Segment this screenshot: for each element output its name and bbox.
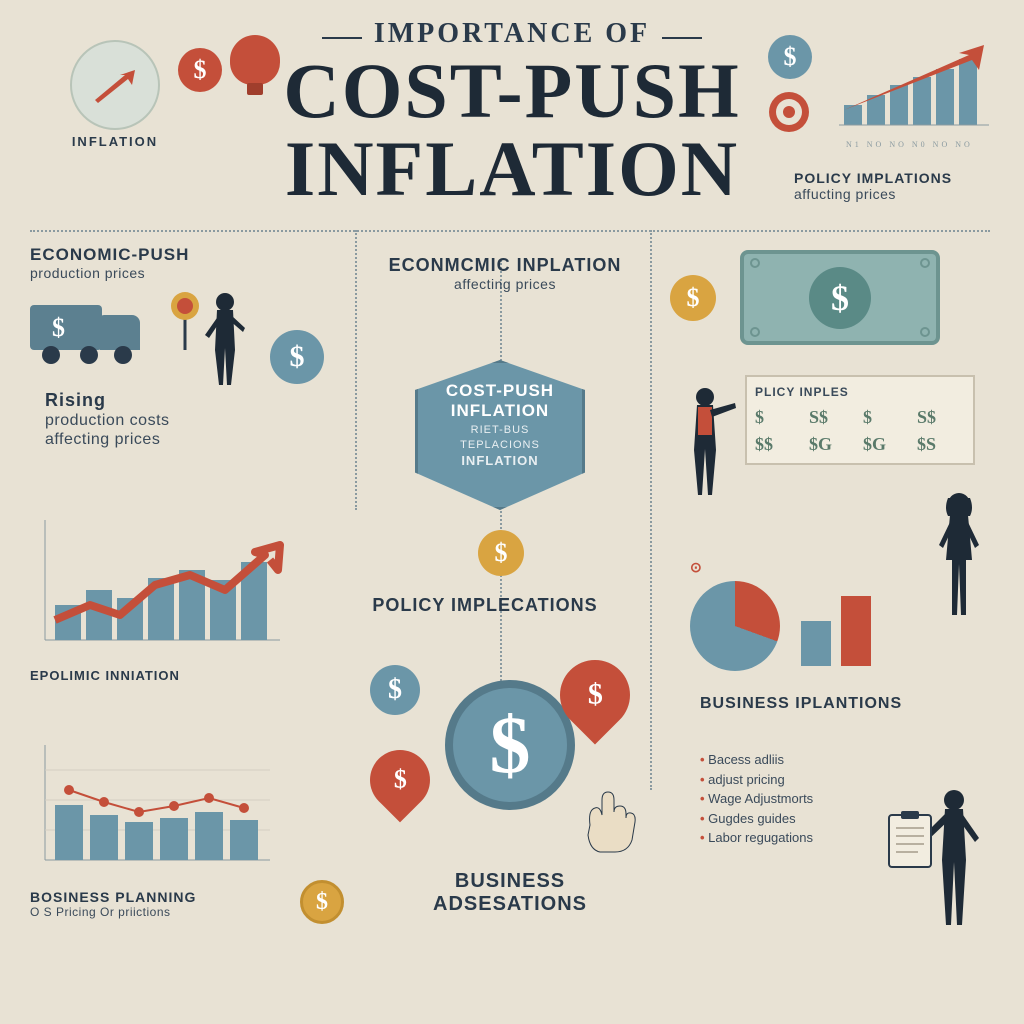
policy-impl-text: POLICY IMPLECATIONS xyxy=(360,595,610,616)
divider-top xyxy=(30,230,990,232)
dollar-coin-gold-icon: $ xyxy=(478,530,524,576)
inflation-label: INFLATION xyxy=(30,134,200,149)
dollar-bill-icon: $ xyxy=(740,250,940,345)
policy-card-header: PLICY INPLES xyxy=(755,385,965,399)
inflation-circle-icon xyxy=(70,40,160,130)
shield-title: COST-PUSH INFLATION xyxy=(428,381,572,421)
policy-card: PLICY INPLES $ S$ $ S$ $$ $G $G $S xyxy=(745,375,975,465)
shield-sub1: RIET-BUS xyxy=(428,424,572,436)
econ-inpl-text: ECONMCMIC INPLATION xyxy=(380,255,630,276)
econ-push-sub: production prices xyxy=(30,265,189,282)
dollar-coin-blue-icon: $ xyxy=(768,35,812,79)
pie-chart-icon xyxy=(690,581,780,671)
clipboard-person-icon xyxy=(884,780,994,945)
dollar-coin-red-icon: $ xyxy=(178,48,222,92)
economic-push-heading: ECONOMIC-PUSH production prices xyxy=(30,245,189,281)
rising-line2: production costs xyxy=(45,411,265,430)
truck-icon: $ xyxy=(30,305,140,360)
map-pin-1-icon: $ xyxy=(370,750,430,810)
person-pointing-icon xyxy=(680,385,740,505)
header-rule-left xyxy=(322,37,362,39)
policy-implations-label: POLICY IMPLATIONS affucting prices xyxy=(794,170,994,203)
top-right-chart: N1 NO NO N0 NO NO xyxy=(834,35,994,149)
business-iplantions-label: BUSINESS IPLANTIONS xyxy=(700,695,902,713)
big-dollar-coin-icon: $ xyxy=(445,680,575,810)
policy-impl-center: POLICY IMPLECATIONS xyxy=(360,595,610,616)
business-ads-label: BUSINESS ADSESATIONS xyxy=(380,870,640,916)
lightbulb-icon xyxy=(230,35,280,85)
left-bottom-chart: BOSINESS PLANNING O S Pricing Or priicti… xyxy=(30,740,280,919)
rising-line3: affecting prices xyxy=(45,430,265,449)
shield-sub2: TEPLACIONS xyxy=(428,439,572,451)
inflation-badge-group: INFLATION xyxy=(30,40,200,149)
person-sign-icon xyxy=(165,290,255,395)
bottom-chart-sub: O S Pricing Or priictions xyxy=(30,905,280,919)
pie-bar-group: ⊙ xyxy=(690,560,874,671)
bullet-1: Bacess adliis xyxy=(700,750,920,770)
econ-inpl-sub: affecting prices xyxy=(380,276,630,293)
target-icon xyxy=(769,92,809,132)
economic-inplation-label: ECONMCMIC INPLATION affecting prices xyxy=(380,255,630,292)
policy-implations-sub: affucting prices xyxy=(794,186,994,203)
rising-costs-block: Rising production costs affecting prices xyxy=(45,390,265,449)
left-bar-chart: EPOLIMIC INNIATION xyxy=(30,510,290,684)
header-rule-right xyxy=(662,37,702,39)
bottom-chart-caption: BOSINESS PLANNING xyxy=(30,889,280,905)
policy-card-group: PLICY INPLES $ S$ $ S$ $$ $G $G $S xyxy=(690,375,975,465)
dollar-coin-blue2-icon: $ xyxy=(370,665,420,715)
divider-v1 xyxy=(355,230,357,510)
center-shield: COST-PUSH INFLATION RIET-BUS TEPLACIONS … xyxy=(415,360,585,510)
mini-bars-icon xyxy=(798,596,874,671)
shield-sub3: INFLATION xyxy=(428,453,572,468)
hand-cursor-icon xyxy=(570,780,640,865)
arrow-up-icon xyxy=(90,65,140,105)
overline: IMPORTANCE OF xyxy=(374,18,650,49)
chart-ticks: N1 NO NO N0 NO NO xyxy=(834,140,994,149)
bar-chart-icon xyxy=(834,35,994,135)
econ-push-text: ECONOMIC-PUSH xyxy=(30,245,189,265)
divider-v2 xyxy=(650,230,652,790)
person-woman-icon xyxy=(924,490,994,635)
business-ads-text: BUSINESS ADSESATIONS xyxy=(380,870,640,916)
left-chart-caption: EPOLIMIC INNIATION xyxy=(30,669,290,684)
policy-implations-text: POLICY IMPLATIONS xyxy=(794,170,994,186)
map-pin-2-icon: $ xyxy=(560,660,630,730)
rising-line1: Rising xyxy=(45,390,265,411)
dollar-coin-gold3-icon: $ xyxy=(670,275,716,321)
dollar-coin-mid-icon: $ xyxy=(270,330,324,384)
dollar-coin-gold2-icon: $ xyxy=(300,880,344,924)
